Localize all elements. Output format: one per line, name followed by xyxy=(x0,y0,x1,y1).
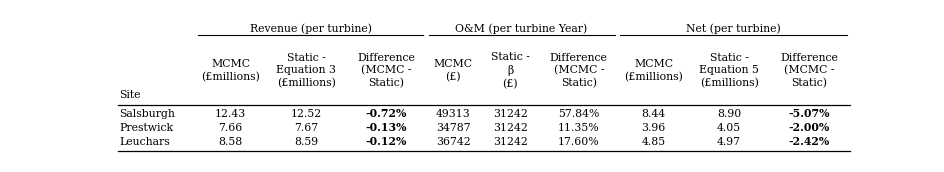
Text: Difference
(MCMC -
Static): Difference (MCMC - Static) xyxy=(357,53,415,89)
Text: 34787: 34787 xyxy=(436,123,470,133)
Text: 8.90: 8.90 xyxy=(717,109,741,119)
Text: 31242: 31242 xyxy=(493,109,528,119)
Text: 49313: 49313 xyxy=(435,109,470,119)
Text: 4.05: 4.05 xyxy=(717,123,741,133)
Text: -0.72%: -0.72% xyxy=(365,108,407,119)
Text: 8.59: 8.59 xyxy=(295,137,318,147)
Text: -0.13%: -0.13% xyxy=(365,122,407,133)
Text: 31242: 31242 xyxy=(493,137,528,147)
Text: 4.85: 4.85 xyxy=(641,137,666,147)
Text: 4.97: 4.97 xyxy=(717,137,741,147)
Text: Site: Site xyxy=(120,90,141,100)
Text: 17.60%: 17.60% xyxy=(558,137,599,147)
Text: Revenue (per turbine): Revenue (per turbine) xyxy=(249,23,372,34)
Text: Leuchars: Leuchars xyxy=(120,137,170,147)
Text: 3.96: 3.96 xyxy=(641,123,666,133)
Text: Net (per turbine): Net (per turbine) xyxy=(686,23,781,34)
Text: Difference
(MCMC -
Static): Difference (MCMC - Static) xyxy=(549,53,608,89)
Text: 31242: 31242 xyxy=(493,123,528,133)
Text: 36742: 36742 xyxy=(435,137,470,147)
Text: Static -
β
(£): Static - β (£) xyxy=(491,52,530,89)
Text: 12.43: 12.43 xyxy=(215,109,246,119)
Text: 57.84%: 57.84% xyxy=(558,109,599,119)
Text: Salsburgh: Salsburgh xyxy=(120,109,176,119)
Text: -0.12%: -0.12% xyxy=(365,136,407,147)
Text: MCMC
(£millions): MCMC (£millions) xyxy=(201,59,260,82)
Text: 11.35%: 11.35% xyxy=(558,123,599,133)
Text: 8.58: 8.58 xyxy=(218,137,243,147)
Text: -5.07%: -5.07% xyxy=(788,108,830,119)
Text: O&M (per turbine Year): O&M (per turbine Year) xyxy=(456,23,588,34)
Text: 8.44: 8.44 xyxy=(641,109,666,119)
Text: Difference
(MCMC -
Static): Difference (MCMC - Static) xyxy=(780,53,838,89)
Text: 12.52: 12.52 xyxy=(291,109,322,119)
Text: -2.42%: -2.42% xyxy=(788,136,830,147)
Text: Static -
Equation 5
(£millions): Static - Equation 5 (£millions) xyxy=(700,53,759,88)
Text: -2.00%: -2.00% xyxy=(788,122,830,133)
Text: Static -
Equation 3
(£millions): Static - Equation 3 (£millions) xyxy=(277,53,336,88)
Text: MCMC
(£): MCMC (£) xyxy=(433,59,473,82)
Text: 7.66: 7.66 xyxy=(218,123,243,133)
Text: 7.67: 7.67 xyxy=(295,123,318,133)
Text: MCMC
(£millions): MCMC (£millions) xyxy=(624,59,683,82)
Text: Prestwick: Prestwick xyxy=(120,123,174,133)
